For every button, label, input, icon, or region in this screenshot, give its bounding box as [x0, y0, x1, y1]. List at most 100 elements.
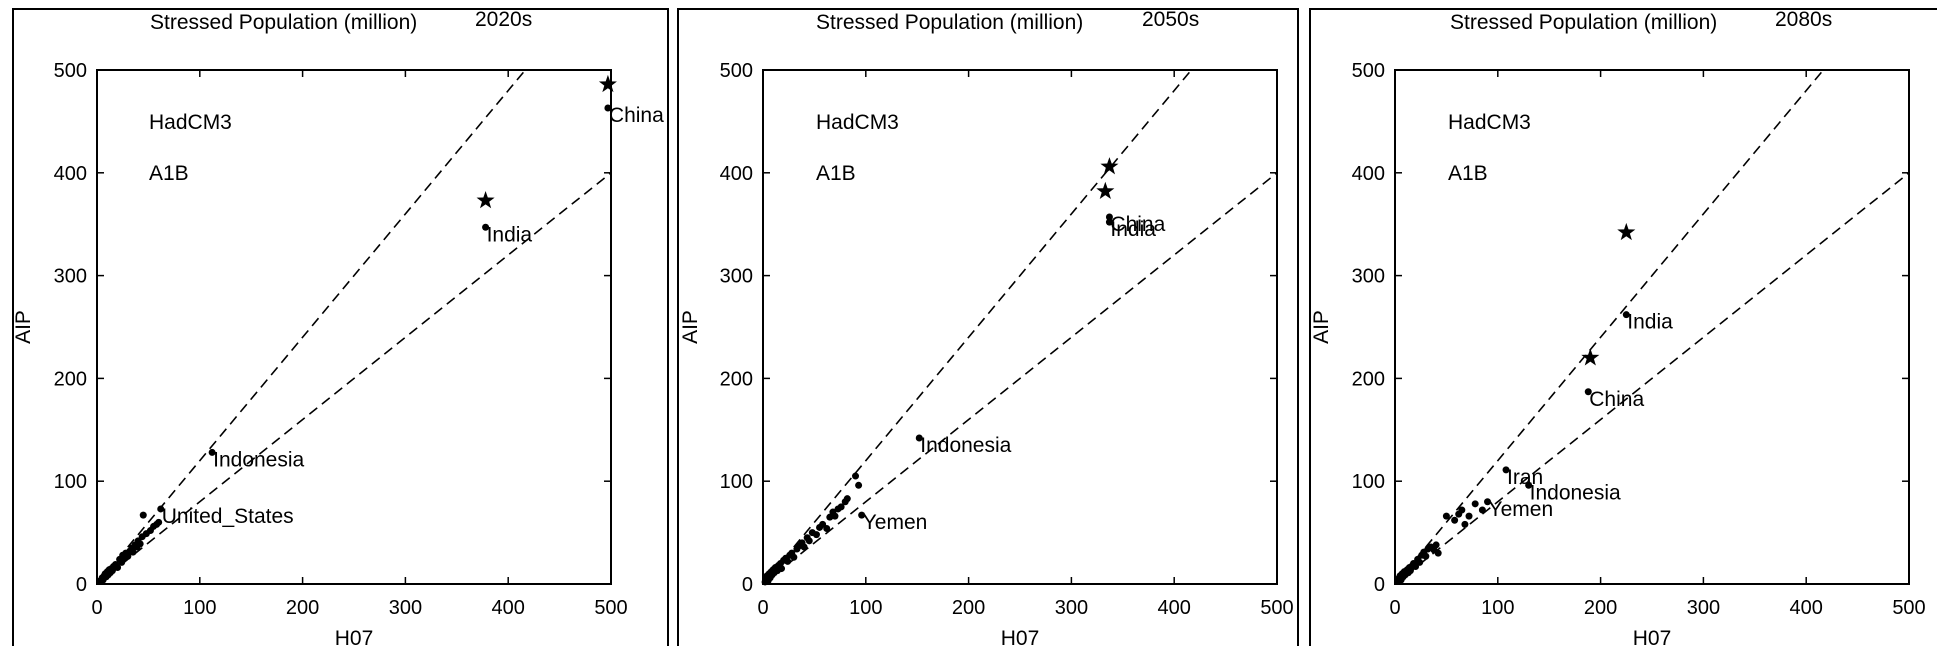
data-point	[1443, 513, 1450, 520]
x-ticks: 0 100 200 300 400 500	[91, 70, 627, 619]
country-label: India	[1110, 218, 1156, 241]
data-point	[790, 554, 797, 561]
country-label: Indonesia	[213, 448, 304, 471]
y-tick-label: 400	[54, 163, 87, 185]
panel-period: 2050s	[1142, 8, 1199, 31]
x-ticks: 0 100 200 300 400 500	[1389, 70, 1925, 619]
star-marker	[1581, 348, 1599, 365]
x-tick-label: 300	[1687, 597, 1720, 619]
panel-title: Stressed Population (million)	[150, 11, 417, 34]
x-axis-label: H07	[335, 627, 374, 646]
x-tick-label: 500	[1260, 597, 1293, 619]
x-tick-label: 500	[1892, 597, 1925, 619]
x-tick-label: 100	[1481, 597, 1514, 619]
scenario-label: A1B	[149, 162, 189, 185]
y-tick-label: 200	[720, 368, 753, 390]
reference-line	[1395, 173, 1909, 584]
x-tick-label: 300	[1055, 597, 1088, 619]
x-ticks: 0 100 200 300 400 500	[757, 70, 1293, 619]
scenario-label: A1B	[1448, 162, 1488, 185]
data-point	[1433, 541, 1440, 548]
x-tick-label: 400	[492, 597, 525, 619]
x-axis-label: H07	[1633, 627, 1672, 646]
model-label: HadCM3	[1448, 111, 1531, 134]
y-tick-label: 100	[1352, 471, 1385, 493]
y-tick-label: 400	[720, 163, 753, 185]
data-point	[1422, 553, 1429, 560]
scenario-label: A1B	[816, 162, 856, 185]
y-axis-label: AIP	[12, 310, 35, 344]
data-point	[831, 513, 838, 520]
reference-line	[1395, 70, 1823, 584]
x-tick-label: 400	[1790, 597, 1823, 619]
data-point	[140, 512, 147, 519]
panel-period: 2020s	[475, 8, 532, 31]
y-tick-label: 100	[720, 471, 753, 493]
star-marker	[1617, 223, 1635, 240]
x-tick-label: 100	[183, 597, 216, 619]
x-tick-label: 500	[594, 597, 627, 619]
chart-panel-2050s: Stressed Population (million) 2050s HadC…	[678, 8, 1298, 646]
model-label: HadCM3	[816, 111, 899, 134]
country-labels: IndiaChinaIranIndonesiaYemen	[1489, 311, 1674, 521]
data-point	[1472, 500, 1479, 507]
data-point	[844, 495, 851, 502]
panel-title: Stressed Population (million)	[816, 11, 1083, 34]
y-tick-label: 200	[54, 368, 87, 390]
data-point	[1458, 506, 1465, 513]
data-point	[852, 473, 859, 480]
data-point	[1461, 521, 1468, 528]
panel-border	[13, 9, 668, 646]
x-tick-label: 0	[1389, 597, 1400, 619]
reference-line	[763, 70, 1191, 584]
y-axis-label: AIP	[1310, 310, 1333, 344]
data-point	[1466, 513, 1473, 520]
x-tick-label: 0	[757, 597, 768, 619]
country-label: China	[609, 104, 664, 127]
data-point	[137, 540, 144, 547]
x-tick-label: 0	[91, 597, 102, 619]
data-point	[1479, 506, 1486, 513]
star-marker	[599, 75, 617, 92]
reference-line	[763, 173, 1277, 584]
country-label: India	[1627, 311, 1673, 334]
data-point	[855, 482, 862, 489]
data-point	[806, 537, 813, 544]
model-label: HadCM3	[149, 111, 232, 134]
data-point	[823, 525, 830, 532]
y-tick-label: 0	[1374, 574, 1385, 596]
data-point	[1451, 517, 1458, 524]
country-label: Yemen	[863, 511, 928, 534]
chart-panel-2020s: Stressed Population (million) 2020s HadC…	[12, 8, 668, 646]
country-label: India	[487, 223, 533, 246]
panel-period: 2080s	[1775, 8, 1832, 31]
y-tick-label: 0	[76, 574, 87, 596]
x-tick-label: 100	[849, 597, 882, 619]
data-point	[813, 531, 820, 538]
y-tick-label: 500	[1352, 60, 1385, 82]
country-labels: China India Indonesia United_States	[162, 104, 664, 528]
y-tick-label: 300	[54, 266, 87, 288]
y-tick-label: 100	[54, 471, 87, 493]
y-ticks: 0 100 200 300 400 500	[720, 60, 1277, 596]
y-tick-label: 0	[742, 574, 753, 596]
y-tick-label: 400	[1352, 163, 1385, 185]
panel-title: Stressed Population (million)	[1450, 11, 1717, 34]
star-marker	[477, 191, 495, 208]
panel-border	[678, 9, 1298, 646]
x-tick-label: 200	[952, 597, 985, 619]
x-tick-label: 300	[389, 597, 422, 619]
data-point	[1435, 550, 1442, 557]
chart-panel-2080s: Stressed Population (million) 2080s HadC…	[1310, 8, 1937, 646]
country-label: China	[1589, 388, 1644, 411]
y-ticks: 0 100 200 300 400 500	[54, 60, 611, 596]
country-label: United_States	[162, 505, 294, 528]
data-point	[1416, 559, 1423, 566]
x-tick-label: 200	[1584, 597, 1617, 619]
y-tick-label: 500	[720, 60, 753, 82]
x-tick-label: 400	[1158, 597, 1191, 619]
data-point	[784, 558, 791, 565]
star-marker	[1096, 182, 1114, 199]
data-point	[801, 543, 808, 550]
